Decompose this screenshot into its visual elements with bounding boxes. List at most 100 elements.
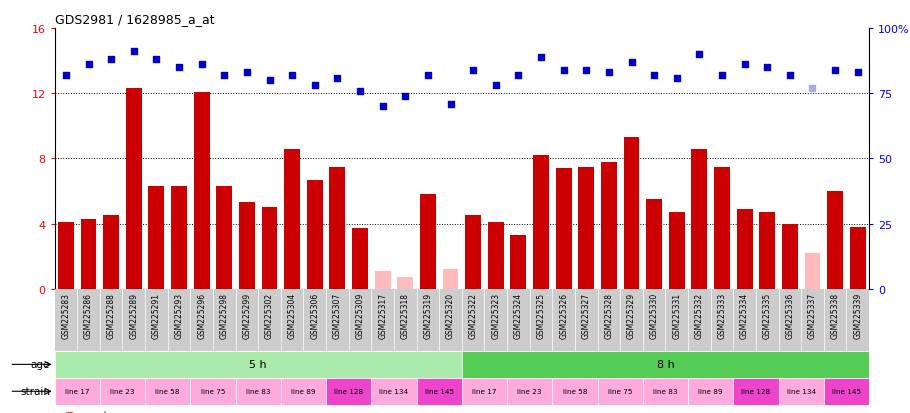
Point — [647, 72, 662, 79]
Bar — [284, 149, 300, 289]
Bar — [236, 378, 281, 405]
Point — [737, 62, 752, 69]
Bar — [171, 187, 187, 289]
Point — [760, 64, 774, 71]
Point — [420, 72, 435, 79]
Bar — [417, 378, 461, 405]
Text: GSM225319: GSM225319 — [423, 292, 432, 338]
Text: GSM225307: GSM225307 — [333, 292, 342, 338]
Point — [149, 57, 164, 64]
Point — [805, 85, 820, 92]
Text: line 145: line 145 — [832, 388, 861, 394]
Text: GSM225306: GSM225306 — [310, 292, 319, 338]
Bar — [692, 149, 707, 289]
Bar — [465, 216, 481, 289]
Bar — [217, 187, 232, 289]
Point — [466, 67, 480, 74]
Text: line 17: line 17 — [65, 388, 89, 394]
Bar — [782, 224, 798, 289]
Bar — [461, 378, 507, 405]
Text: line 145: line 145 — [425, 388, 454, 394]
Point — [375, 104, 389, 110]
Text: GSM225317: GSM225317 — [379, 292, 387, 338]
Point — [556, 67, 571, 74]
Text: GSM225329: GSM225329 — [627, 292, 636, 338]
Bar — [326, 378, 371, 405]
Text: GSM225320: GSM225320 — [446, 292, 455, 338]
Bar — [281, 378, 326, 405]
Point — [353, 88, 368, 95]
Text: GSM225332: GSM225332 — [695, 292, 703, 338]
Text: line 134: line 134 — [786, 388, 815, 394]
Bar — [759, 213, 775, 289]
Text: GSM225326: GSM225326 — [559, 292, 568, 338]
Text: GSM225325: GSM225325 — [537, 292, 545, 338]
Point — [489, 83, 503, 90]
Text: line 134: line 134 — [379, 388, 409, 394]
Text: line 128: line 128 — [334, 388, 363, 394]
Text: GSM225337: GSM225337 — [808, 292, 817, 338]
Bar — [375, 271, 390, 289]
Text: strain: strain — [20, 386, 50, 396]
Bar — [737, 209, 753, 289]
Text: GSM225286: GSM225286 — [84, 292, 93, 338]
Bar — [552, 378, 598, 405]
Point — [714, 72, 729, 79]
Text: GSM225334: GSM225334 — [740, 292, 749, 338]
Bar — [58, 223, 74, 289]
Bar — [598, 378, 642, 405]
Bar — [371, 378, 417, 405]
Text: GSM225298: GSM225298 — [220, 292, 228, 338]
Point — [330, 75, 345, 82]
Point — [851, 70, 865, 76]
Text: line 75: line 75 — [201, 388, 225, 394]
Bar — [779, 378, 824, 405]
Point — [443, 101, 458, 108]
Bar — [623, 138, 640, 289]
Text: 5 h: 5 h — [249, 359, 267, 370]
Point — [602, 70, 616, 76]
Bar — [669, 213, 684, 289]
Point — [172, 64, 187, 71]
Bar — [100, 378, 145, 405]
Bar — [329, 167, 345, 289]
Text: GSM225288: GSM225288 — [106, 292, 116, 338]
Point — [126, 49, 141, 56]
Bar — [55, 351, 461, 378]
Text: line 89: line 89 — [291, 388, 316, 394]
Bar — [556, 169, 571, 289]
Text: GSM225289: GSM225289 — [129, 292, 138, 338]
Text: GSM225336: GSM225336 — [785, 292, 794, 338]
Text: GSM225304: GSM225304 — [288, 292, 297, 338]
Point — [262, 78, 277, 84]
Text: line 83: line 83 — [653, 388, 678, 394]
Bar — [733, 378, 779, 405]
Point — [285, 72, 299, 79]
Text: GSM225299: GSM225299 — [242, 292, 251, 338]
Point — [828, 67, 843, 74]
Bar — [261, 208, 278, 289]
Text: GDS2981 / 1628985_a_at: GDS2981 / 1628985_a_at — [55, 13, 214, 26]
Text: GSM225335: GSM225335 — [763, 292, 772, 338]
Bar — [398, 278, 413, 289]
Bar — [145, 378, 190, 405]
Bar — [533, 156, 549, 289]
Text: GSM225338: GSM225338 — [831, 292, 840, 338]
Text: GSM225328: GSM225328 — [604, 292, 613, 338]
Text: line 23: line 23 — [110, 388, 135, 394]
Text: line 58: line 58 — [562, 388, 587, 394]
Text: GSM225331: GSM225331 — [672, 292, 682, 338]
Text: GSM225293: GSM225293 — [175, 292, 184, 338]
Point — [81, 62, 96, 69]
Text: GSM225318: GSM225318 — [400, 292, 410, 338]
Point — [693, 52, 707, 58]
Text: GSM225339: GSM225339 — [854, 292, 863, 338]
Text: line 23: line 23 — [518, 388, 542, 394]
Point — [239, 70, 254, 76]
Bar — [714, 167, 730, 289]
Text: GSM225330: GSM225330 — [650, 292, 659, 338]
Point — [398, 93, 412, 100]
Text: GSM225291: GSM225291 — [152, 292, 161, 338]
Point — [534, 54, 549, 61]
Bar — [579, 167, 594, 289]
